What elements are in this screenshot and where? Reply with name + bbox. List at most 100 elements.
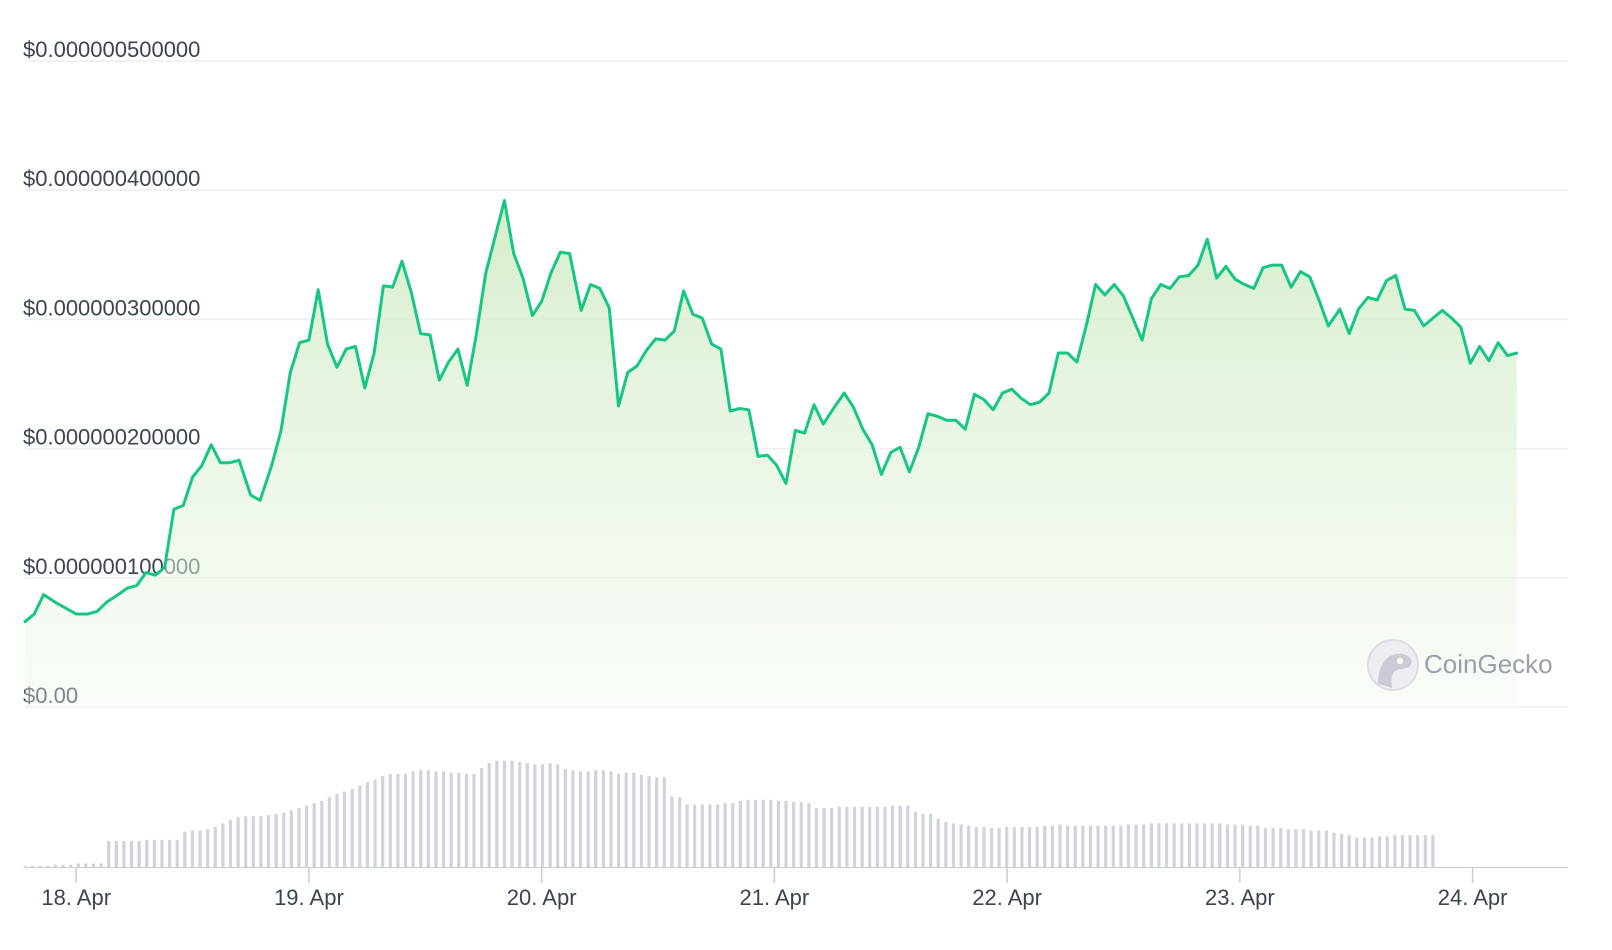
price-point	[1478, 345, 1481, 348]
price-point	[917, 446, 920, 449]
x-axis-labels: 18. Apr 19. Apr 20. Apr 21. Apr 22. Apr 23. A…	[41, 867, 1507, 910]
price-point	[484, 271, 487, 274]
volume-bar	[1088, 825, 1093, 867]
volume-bar	[335, 793, 339, 867]
volume-bar	[959, 824, 963, 867]
volume-bar	[31, 865, 35, 867]
volume-bar	[1256, 825, 1260, 867]
price-point	[973, 393, 976, 396]
price-point	[766, 454, 769, 457]
price-point	[1413, 309, 1416, 312]
price-point	[1280, 264, 1283, 267]
volume-bar	[1119, 825, 1123, 867]
volume-bar	[868, 806, 872, 867]
volume-bar	[1210, 823, 1214, 867]
price-point	[964, 428, 967, 431]
volume-bar	[175, 839, 179, 867]
price-point	[1262, 266, 1265, 269]
price-point	[1103, 293, 1106, 296]
volume-bar	[738, 800, 742, 867]
volume-bar	[1035, 826, 1039, 867]
volume-bar	[137, 841, 141, 867]
volume-bar	[274, 813, 278, 867]
volume-bar	[731, 803, 735, 867]
price-point	[812, 403, 815, 406]
price-point	[945, 419, 948, 422]
volume-bar	[875, 806, 879, 867]
volume-bar	[449, 772, 453, 867]
price-point	[117, 593, 120, 596]
volume-bar	[594, 770, 598, 867]
volume-bar	[1263, 828, 1268, 867]
volume-bar	[822, 808, 826, 867]
volume-bar	[1134, 824, 1138, 867]
price-point	[307, 339, 310, 342]
price-point	[512, 252, 515, 255]
volume-bar	[1225, 824, 1230, 867]
price-point	[280, 429, 283, 432]
price-point	[1317, 299, 1320, 302]
price-point	[710, 342, 713, 345]
price-point	[1243, 283, 1246, 286]
volume-bar	[921, 813, 925, 867]
volume-bar	[1050, 825, 1054, 867]
price-point	[24, 620, 27, 623]
price-point	[475, 332, 478, 335]
price-point	[1215, 277, 1218, 280]
volume-bar	[1347, 835, 1351, 867]
volume-bar	[852, 806, 857, 867]
volume-bar	[617, 773, 621, 867]
volume-bar	[1339, 833, 1344, 867]
volume-bar	[1202, 823, 1207, 867]
volume-bar	[84, 863, 88, 867]
price-point	[531, 314, 534, 317]
price-point	[1450, 317, 1453, 320]
volume-bar	[723, 803, 727, 867]
volume-bar	[91, 863, 96, 867]
volume-bar	[578, 771, 583, 867]
price-point	[345, 348, 348, 351]
volume-bar	[890, 805, 895, 867]
price-point	[494, 235, 497, 238]
price-point	[145, 571, 148, 574]
price-point	[75, 612, 78, 615]
volume-bar	[1012, 826, 1016, 867]
volume-bar	[403, 773, 408, 867]
gecko-head-icon	[1378, 653, 1412, 688]
volume-bar	[46, 865, 50, 867]
volume-bar	[365, 782, 370, 867]
volume-bar	[1066, 825, 1070, 867]
price-point	[1506, 354, 1509, 357]
price-point	[1422, 324, 1425, 327]
price-point	[899, 446, 902, 449]
price-point	[1020, 397, 1023, 400]
price-point	[54, 601, 57, 604]
price-point	[1469, 362, 1472, 365]
volume-bar	[1020, 826, 1024, 867]
volume-bar	[898, 805, 902, 867]
volume-bar	[122, 841, 126, 867]
volume-bar	[1400, 835, 1405, 867]
volume-bar	[1378, 836, 1382, 867]
volume-bar	[662, 777, 666, 867]
price-point	[182, 504, 185, 507]
volume-bar	[929, 813, 933, 867]
price-point	[738, 407, 741, 410]
price-point	[719, 348, 722, 351]
volume-bar	[837, 806, 841, 867]
price-point	[701, 317, 704, 320]
volume-bar	[601, 770, 605, 867]
price-point	[228, 461, 231, 464]
volume-bar	[381, 776, 385, 867]
price-point	[852, 406, 855, 409]
price-point	[410, 291, 413, 294]
price-point	[1432, 317, 1435, 320]
volume-bar	[38, 865, 42, 867]
volume-bar	[571, 770, 575, 867]
price-point	[775, 464, 778, 467]
x-tick-label: 19. Apr	[274, 885, 344, 910]
volume-bar	[411, 771, 415, 867]
price-point	[1094, 283, 1097, 286]
volume-bar	[1111, 825, 1115, 867]
